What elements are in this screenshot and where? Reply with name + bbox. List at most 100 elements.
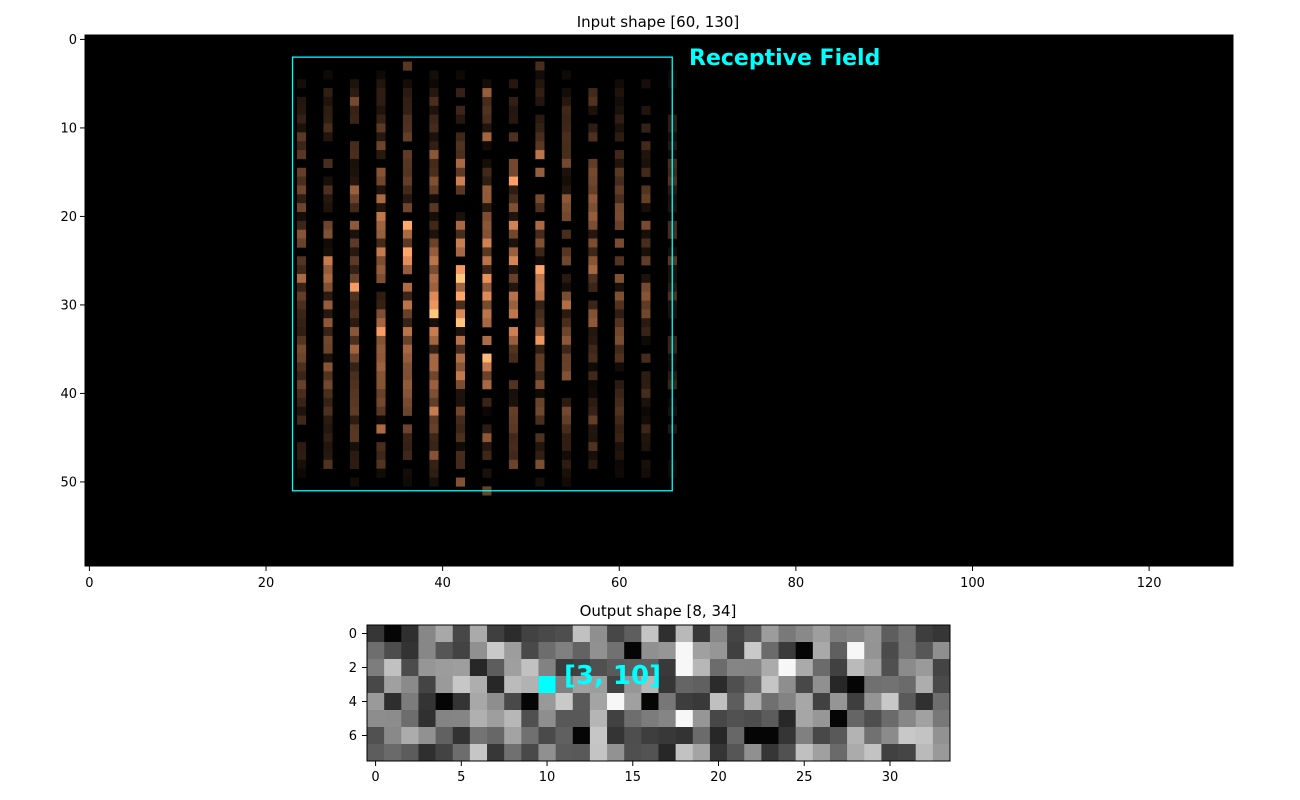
input-cell: [535, 229, 545, 239]
input-cell: [376, 229, 386, 239]
output-cell: [692, 642, 711, 660]
input-cell: [402, 450, 413, 461]
output-cell: [898, 659, 917, 677]
output-cell: [607, 642, 625, 660]
input-cell: [296, 309, 307, 319]
input-cell: [614, 335, 624, 346]
output-cell: [641, 659, 659, 677]
input-cell: [323, 229, 333, 239]
input-cell: [588, 123, 598, 133]
output-cell: [761, 693, 779, 711]
input-cell: [429, 220, 439, 230]
input-cell: [482, 247, 492, 257]
input-cell: [508, 167, 519, 177]
input-cell: [402, 158, 413, 169]
output-cell: [898, 710, 917, 728]
input-cell: [508, 194, 519, 204]
input-cell: [296, 96, 307, 107]
input-cell: [349, 424, 360, 434]
input-cell: [323, 353, 333, 363]
input-cell: [429, 150, 439, 160]
output-cell: [435, 676, 454, 694]
input-cell: [402, 132, 413, 142]
output-cell: [607, 710, 625, 728]
output-cell: [367, 693, 385, 711]
output-cell: [384, 693, 402, 711]
output-cell: [589, 659, 608, 677]
input-cell: [508, 265, 519, 275]
input-cell: [614, 114, 624, 124]
input-cell: [455, 389, 466, 399]
output-cell: [915, 659, 934, 677]
output-cell: [521, 744, 539, 762]
input-cell: [561, 371, 571, 381]
input-cell: [429, 468, 439, 478]
input-cell: [641, 141, 651, 151]
output-cell: [864, 676, 882, 694]
output-cell: [761, 642, 779, 660]
input-cell: [535, 132, 545, 142]
input-cell: [588, 389, 598, 399]
output-cell: [555, 642, 574, 660]
output-cell: [641, 693, 659, 711]
input-cell: [429, 371, 439, 381]
input-cell: [376, 265, 386, 275]
input-cell: [402, 380, 413, 390]
input-cell: [561, 362, 571, 372]
input-y-tick-label: 10: [60, 121, 77, 136]
output-cell: [367, 659, 385, 677]
output-cell: [418, 625, 436, 643]
input-cell: [402, 442, 413, 452]
input-cell: [376, 123, 386, 133]
input-cell: [614, 433, 624, 443]
input-cell: [508, 415, 519, 425]
input-cell: [561, 442, 571, 452]
input-cell: [296, 415, 307, 425]
input-cell: [614, 150, 624, 160]
input-cell: [323, 415, 333, 425]
input-cell: [349, 194, 360, 204]
input-cell: [482, 158, 492, 169]
input-cell: [482, 300, 492, 310]
input-cell: [641, 185, 651, 195]
input-cell: [588, 335, 598, 346]
input-cell: [614, 291, 624, 301]
input-cell: [561, 397, 571, 407]
input-cell: [561, 406, 571, 416]
input-cell: [508, 291, 519, 301]
input-cell: [641, 433, 651, 443]
input-cell: [323, 442, 333, 452]
input-cell: [376, 79, 386, 89]
output-cell: [932, 676, 951, 694]
input-cell: [508, 96, 519, 107]
input-cell: [455, 282, 466, 292]
input-cell: [588, 424, 598, 434]
input-cell: [535, 61, 545, 71]
input-cell: [429, 256, 439, 266]
output-cell: [761, 727, 779, 745]
input-cell: [429, 194, 439, 204]
output-cell: [932, 659, 951, 677]
output-cell: [538, 727, 556, 745]
input-cell: [402, 468, 413, 478]
output-cell: [401, 676, 419, 694]
output-cell: [864, 659, 882, 677]
input-cell: [323, 256, 333, 266]
output-cell: [932, 693, 951, 711]
input-cell: [482, 468, 492, 478]
output-cell: [384, 727, 402, 745]
output-cell: [624, 727, 642, 745]
input-cell: [349, 450, 360, 461]
output-cell: [452, 625, 471, 643]
input-cell: [402, 256, 413, 266]
input-cell: [429, 344, 439, 354]
output-cell: [401, 625, 419, 643]
input-cell: [349, 300, 360, 310]
input-cell: [482, 176, 492, 186]
input-cell: [376, 468, 386, 478]
input-cell: [588, 300, 598, 310]
input-cell: [323, 433, 333, 443]
output-cell: [881, 710, 899, 728]
input-cell: [296, 212, 307, 222]
input-axes-frame: [84, 34, 1234, 567]
